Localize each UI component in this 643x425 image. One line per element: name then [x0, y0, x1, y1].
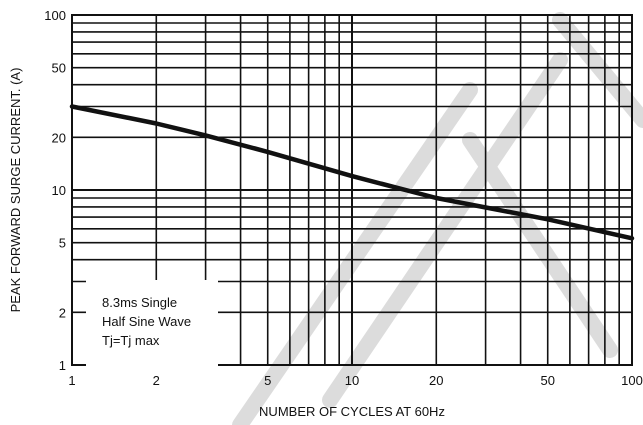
x-tick-label: 20 [429, 373, 443, 388]
x-axis-title: NUMBER OF CYCLES AT 60Hz [259, 404, 445, 419]
y-tick-label: 20 [52, 130, 66, 145]
series-line [69, 104, 635, 241]
annotation-background [86, 280, 218, 368]
series-layer [69, 104, 635, 241]
x-tick-label: 10 [345, 373, 359, 388]
plot-border [71, 14, 633, 366]
y-tick-label: 100 [44, 8, 66, 23]
x-tick-label: 1 [68, 373, 75, 388]
watermark-stroke [232, 82, 478, 425]
x-tick-label: 2 [153, 373, 160, 388]
watermark [232, 12, 643, 425]
y-tick-label: 2 [59, 305, 66, 320]
plot-frame [71, 14, 633, 366]
x-tick-label: 5 [264, 373, 271, 388]
watermark-stroke [322, 52, 568, 408]
watermark-stroke [462, 132, 618, 358]
y-axis-title: PEAK FORWARD SURGE CURRENT. (A) [8, 68, 23, 313]
y-tick-label: 50 [52, 61, 66, 76]
y-tick-label: 10 [52, 183, 66, 198]
x-tick-label: 100 [621, 373, 643, 388]
y-tick-labels: 1 2 5 10 20 50 100 [44, 8, 66, 373]
y-tick-label: 1 [59, 358, 66, 373]
y-tick-label: 5 [59, 236, 66, 251]
watermark-stroke [552, 12, 643, 128]
x-tick-label: 50 [540, 373, 554, 388]
annotation-line-3: Tj=Tj max [102, 333, 160, 348]
annotation-line-2: Half Sine Wave [102, 314, 191, 329]
x-tick-labels: 1 2 5 10 20 50 100 [68, 373, 642, 388]
annotation-line-1: 8.3ms Single [102, 295, 177, 310]
annotation-box: 8.3ms Single Half Sine Wave Tj=Tj max [86, 280, 218, 368]
